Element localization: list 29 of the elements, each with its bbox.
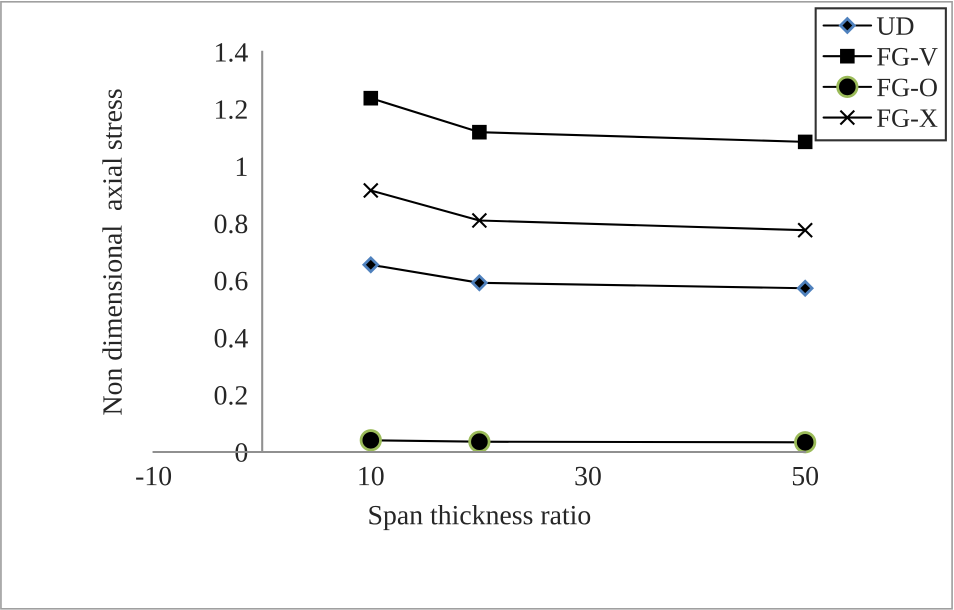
legend-label: FG-X: [877, 109, 938, 128]
y-tick-label: 0.4: [214, 328, 248, 348]
y-tick-label: 0.2: [214, 386, 247, 405]
y-tick-label: 1: [236, 157, 247, 176]
y-tick-label: 0.8: [214, 214, 248, 234]
point: [362, 256, 380, 274]
x-tick-label: -10: [136, 466, 172, 486]
point: [472, 124, 487, 140]
x-tick-label: 30: [575, 466, 601, 486]
y-axis-title: Non dimensional axial stress: [102, 89, 122, 415]
point: [468, 430, 490, 453]
point: [797, 222, 814, 238]
legend-label: FG-V: [877, 48, 938, 66]
point: [362, 182, 379, 198]
point: [794, 431, 816, 454]
point: [796, 280, 814, 296]
legend-label: FG-O: [877, 78, 937, 96]
point: [471, 212, 488, 228]
y-tick-label: 1.2: [216, 100, 247, 120]
x-tick-label: 50: [792, 466, 818, 486]
x-axis-title: Span thickness ratio: [369, 504, 590, 530]
point: [471, 274, 488, 292]
y-tick-label: 0.6: [214, 272, 248, 291]
point: [360, 429, 382, 452]
y-tick-label: 1.4: [216, 43, 248, 62]
legend-label: UD: [876, 17, 914, 35]
x-tick-label: 10: [359, 466, 384, 486]
point: [363, 90, 378, 106]
point: [798, 134, 812, 150]
